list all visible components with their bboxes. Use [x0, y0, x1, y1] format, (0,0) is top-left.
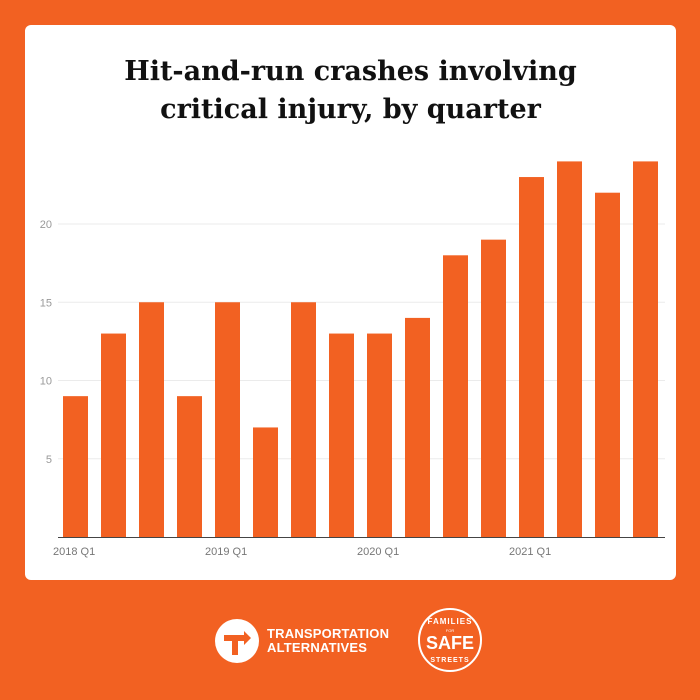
y-tick-label: 15 [40, 297, 52, 309]
svg-text:STREETS: STREETS [430, 657, 469, 664]
x-tick-label: 2020 Q1 [357, 546, 399, 558]
x-tick-label: 2019 Q1 [205, 546, 247, 558]
y-tick-label: 5 [46, 454, 52, 466]
footer: TRANSPORTATION ALTERNATIVES FAMILIES FOR… [0, 600, 700, 680]
bar-2019-q2 [253, 427, 278, 537]
chart-title: Hit-and-run crashes involving critical i… [25, 53, 676, 129]
svg-text:SAFE: SAFE [426, 633, 474, 653]
svg-text:FOR: FOR [446, 628, 455, 633]
x-tick-label: 2021 Q1 [509, 546, 551, 558]
bar-2020-q1 [367, 333, 392, 537]
bar-2019-q4 [329, 333, 354, 537]
bar-2020-q2 [405, 317, 430, 537]
families-for-safe-streets-logo: FAMILIES FOR SAFE STREETS [417, 607, 483, 678]
bar-2021-q1 [519, 177, 544, 538]
bar-chart: 5 10 15 20 2018 Q1 2019 Q1 2020 Q1 2021 Q1 [40, 161, 665, 558]
bar-2018-q1 [63, 396, 88, 537]
chart-card: Hit-and-run crashes involving critical i… [25, 25, 676, 580]
bar-2021-q2 [557, 161, 582, 537]
ta-logo-line-2: ALTERNATIVES [267, 640, 368, 655]
svg-text:FAMILIES: FAMILIES [428, 617, 473, 626]
title-line-2: critical injury, by quarter [160, 94, 541, 125]
bar-2020-q4 [481, 239, 506, 537]
y-tick-label: 10 [40, 376, 52, 388]
title-line-1: Hit-and-run crashes involving [124, 56, 577, 87]
bar-2021-q4 [633, 161, 658, 537]
bar-2018-q4 [177, 396, 202, 537]
ta-logo-icon [215, 619, 259, 663]
ta-logo-line-1: TRANSPORTATION [267, 626, 390, 641]
bar-2018-q3 [139, 302, 164, 537]
y-tick-label: 20 [40, 219, 52, 231]
x-tick-label: 2018 Q1 [53, 546, 95, 558]
transportation-alternatives-logo: TRANSPORTATION ALTERNATIVES [215, 619, 389, 663]
bar-2019-q3 [291, 302, 316, 537]
bar-2019-q1 [215, 302, 240, 537]
bar-2021-q3 [595, 192, 620, 537]
bar-2020-q3 [443, 255, 468, 538]
bar-2018-q2 [101, 333, 126, 537]
